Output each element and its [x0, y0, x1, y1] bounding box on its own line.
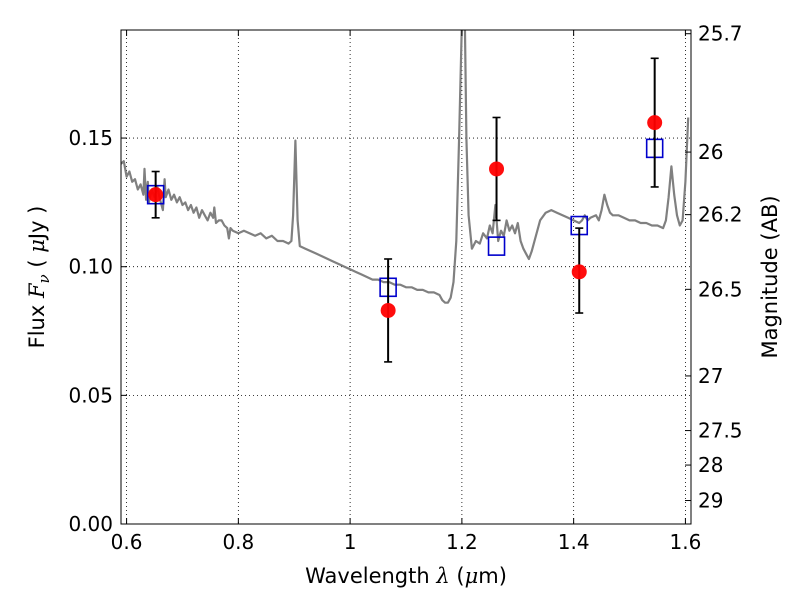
- x-tick-label: 1: [344, 530, 357, 554]
- axis-ticks: 0.6 0.8 1 1.2 1.4 1.6 0.00 0.05 0.10 0.15 25.7 26 26…: [68, 22, 742, 554]
- observed-flux-point: [489, 161, 505, 177]
- y2-tick-label: 28: [698, 453, 723, 477]
- y-tick-label: 0.15: [68, 126, 113, 150]
- x-axis-title: Wavelength λ (μm): [305, 564, 507, 588]
- y2-tick-label: 27: [698, 364, 723, 388]
- observed-flux-point: [148, 187, 164, 203]
- x-tick-label: 0.6: [111, 530, 143, 554]
- observed-flux-point: [571, 264, 587, 280]
- x-tick-label: 0.8: [222, 530, 254, 554]
- y2-tick-label: 26.2: [698, 203, 743, 227]
- model-spectrum-line: [121, 30, 690, 304]
- y2-tick-label: 29: [698, 489, 723, 513]
- y2-tick-label: 26: [698, 140, 723, 164]
- x-tick-label: 1.4: [558, 530, 590, 554]
- clipped-series: [121, 30, 690, 363]
- y2-tick-label: 27.5: [698, 419, 743, 443]
- x-tick-label: 1.6: [670, 530, 702, 554]
- y2-tick-label: 25.7: [698, 22, 743, 46]
- x-tick-label: 1.2: [446, 530, 478, 554]
- observed-flux-point: [380, 302, 396, 318]
- model-flux-square-marker: [487, 236, 506, 256]
- y2-tick-label: 26.5: [698, 277, 743, 301]
- y2-axis-title: Magnitude (AB): [758, 195, 782, 358]
- y-tick-label: 0.00: [68, 512, 113, 536]
- plot-frame: [120, 29, 692, 525]
- y-axis-title: Flux Fν ( μJy ): [25, 206, 53, 349]
- observed-flux-point: [647, 115, 663, 131]
- y-tick-label: 0.05: [68, 383, 113, 407]
- y-tick-label: 0.10: [68, 255, 113, 279]
- plot-area: [121, 30, 690, 363]
